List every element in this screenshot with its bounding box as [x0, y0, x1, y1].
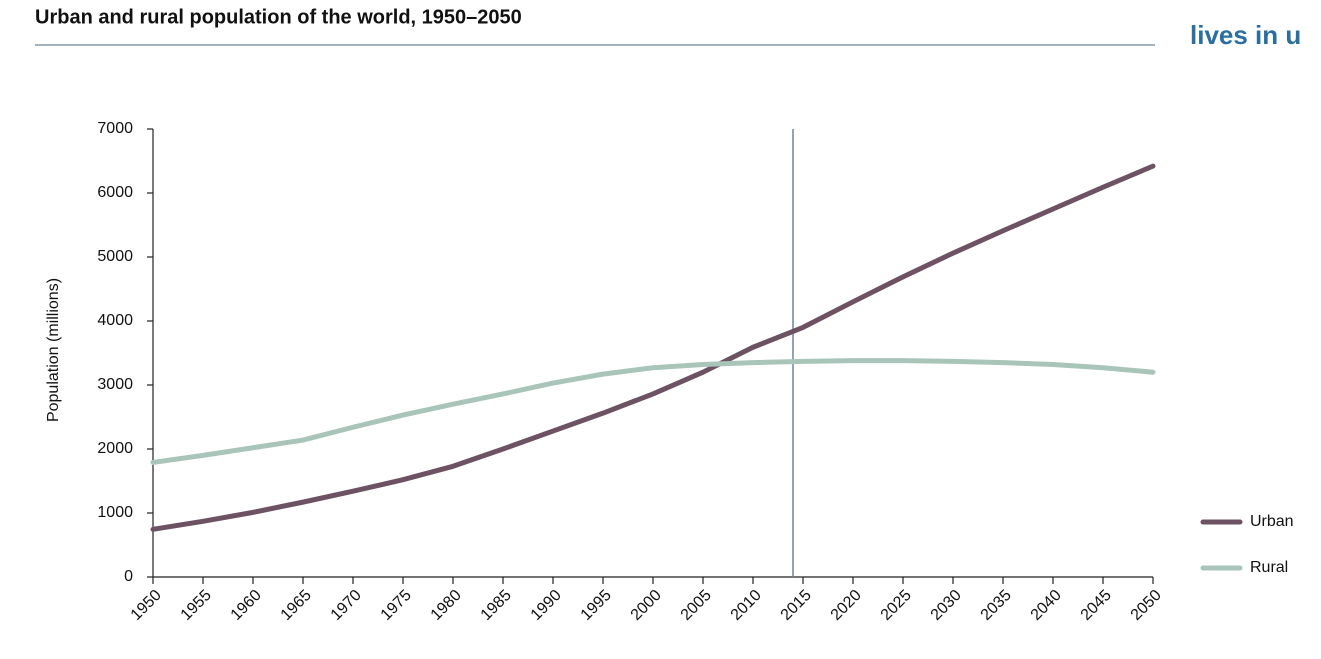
x-tick-label: 1980: [428, 587, 465, 624]
x-tick-label: 2010: [728, 587, 765, 624]
y-tick-label: 4000: [97, 312, 133, 329]
x-tick-label: 2045: [1078, 587, 1115, 624]
x-tick-label: 1985: [478, 587, 515, 624]
x-tick-label: 1950: [128, 587, 165, 624]
y-tick-label: 1000: [97, 504, 133, 521]
x-tick-label: 2025: [878, 587, 915, 624]
series-line: [150, 358, 1156, 465]
x-tick-label: 1995: [578, 587, 615, 624]
chart-title: Urban and rural population of the world,…: [35, 6, 522, 28]
x-tick-label: 2020: [828, 587, 865, 624]
y-tick-label: 2000: [97, 440, 133, 457]
x-tick-label: 1955: [178, 587, 215, 624]
x-tick-label: 2015: [778, 587, 815, 624]
x-tick-label: 1970: [328, 587, 365, 624]
y-tick-label: 7000: [97, 120, 133, 137]
x-tick-label: 1990: [528, 587, 565, 624]
x-tick-label: 1975: [378, 587, 415, 624]
y-tick-label: 0: [124, 568, 133, 585]
legend-label: Urban: [1250, 513, 1294, 530]
y-tick-label: 3000: [97, 376, 133, 393]
x-tick-label: 2005: [678, 587, 715, 624]
x-tick-label: 2040: [1028, 587, 1065, 624]
series-line: [150, 163, 1156, 532]
legend-label: Rural: [1250, 559, 1288, 576]
x-tick-label: 1965: [278, 587, 315, 624]
x-tick-label: 2030: [928, 587, 965, 624]
x-tick-label: 2035: [978, 587, 1015, 624]
side-heading: lives in u: [1190, 20, 1301, 50]
x-tick-label: 2050: [1128, 587, 1165, 624]
y-tick-label: 5000: [97, 248, 133, 265]
y-axis-label: Population (millions): [45, 278, 62, 422]
y-tick-label: 6000: [97, 184, 133, 201]
x-tick-label: 1960: [228, 587, 265, 624]
x-tick-label: 2000: [628, 587, 665, 624]
